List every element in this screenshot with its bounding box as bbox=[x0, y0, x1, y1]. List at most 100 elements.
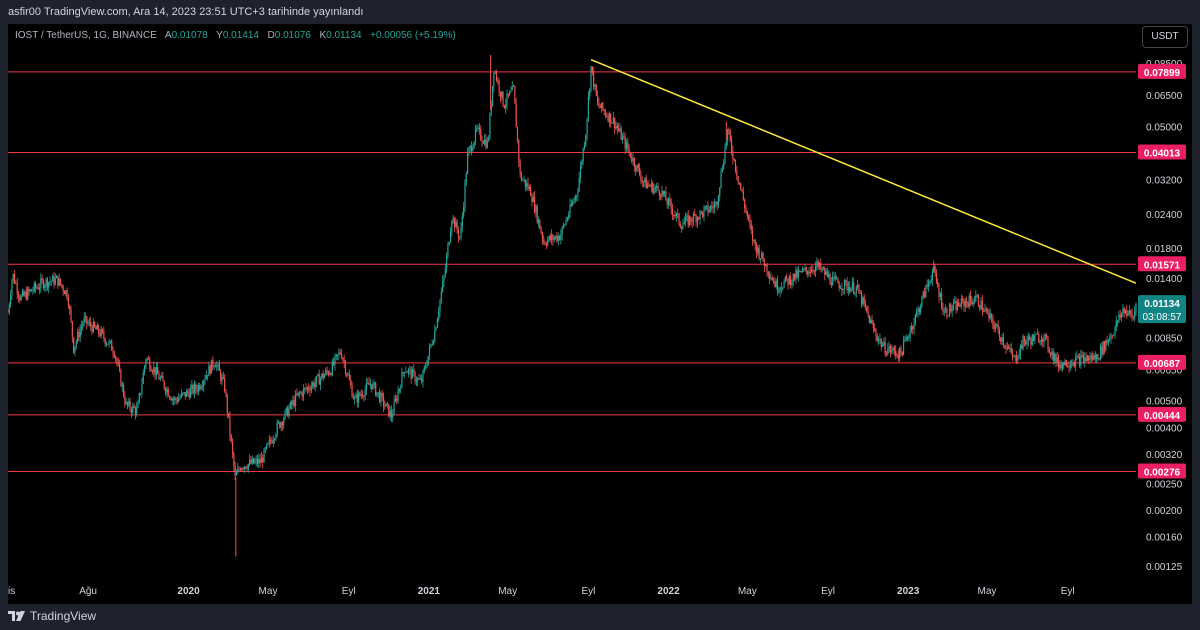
candle-body bbox=[944, 308, 947, 312]
candle-body bbox=[151, 371, 154, 373]
candle-body bbox=[1102, 341, 1104, 355]
candle-body bbox=[388, 404, 390, 417]
candle-body bbox=[914, 314, 916, 323]
candle-body bbox=[635, 166, 637, 171]
candle-body bbox=[780, 287, 783, 289]
candle-body bbox=[287, 407, 289, 417]
candle-body bbox=[938, 287, 940, 297]
candle-body bbox=[199, 385, 201, 390]
chart-frame[interactable]: 0.110000.085000.065000.050000.032000.024… bbox=[8, 24, 1192, 604]
candle-body bbox=[867, 311, 869, 315]
candle-body bbox=[189, 388, 192, 398]
candle-body bbox=[386, 403, 389, 405]
candle-body bbox=[435, 327, 437, 331]
candle-body bbox=[28, 288, 30, 292]
candle-body bbox=[338, 352, 340, 355]
candle-body bbox=[146, 358, 148, 360]
candle-body bbox=[34, 283, 37, 288]
candle-body bbox=[318, 374, 320, 385]
candle-body bbox=[317, 374, 319, 376]
candle-body bbox=[988, 311, 990, 319]
candle-body bbox=[438, 311, 440, 320]
candle-body bbox=[48, 282, 50, 288]
candle-body bbox=[313, 382, 315, 387]
time-tick-label: 2020 bbox=[177, 586, 200, 597]
candle-body bbox=[382, 396, 385, 407]
candle-body bbox=[241, 468, 243, 470]
candle-body bbox=[1128, 310, 1131, 314]
candle-body bbox=[851, 282, 853, 289]
time-tick-label: May bbox=[259, 586, 278, 597]
candle-body bbox=[670, 201, 672, 209]
candle-body bbox=[288, 408, 290, 417]
candle-body bbox=[155, 367, 157, 376]
candle-body bbox=[84, 316, 87, 318]
candle-body bbox=[354, 397, 356, 399]
candle-body bbox=[270, 439, 272, 442]
candle-body bbox=[126, 402, 129, 406]
candle-body bbox=[330, 373, 332, 376]
candle-body bbox=[168, 396, 171, 398]
candle-body bbox=[1032, 335, 1035, 342]
candle-body bbox=[1069, 364, 1071, 368]
candle-body bbox=[985, 309, 987, 311]
candle-body bbox=[979, 305, 981, 310]
candle-body bbox=[284, 410, 286, 419]
candle-body bbox=[184, 392, 186, 397]
candle-body bbox=[984, 309, 986, 312]
candle-body bbox=[954, 301, 956, 303]
candle-body bbox=[291, 402, 293, 405]
candle-body bbox=[937, 281, 939, 288]
candle-body bbox=[233, 453, 235, 467]
candle-body bbox=[280, 422, 282, 428]
candle-body bbox=[641, 180, 643, 182]
candle-body bbox=[1030, 339, 1032, 345]
tradingview-brand[interactable]: TradingView bbox=[8, 609, 96, 623]
candle-body bbox=[267, 442, 269, 445]
candle-body bbox=[758, 247, 760, 259]
candle-body bbox=[606, 115, 608, 117]
candle-body bbox=[757, 247, 759, 254]
candle-body bbox=[688, 216, 691, 225]
candle-body bbox=[952, 302, 955, 309]
candle-body bbox=[1107, 339, 1110, 343]
candle-body bbox=[65, 290, 67, 295]
candle-body bbox=[385, 403, 387, 407]
candle-body bbox=[786, 276, 788, 279]
candle-body bbox=[222, 377, 224, 379]
candle-body bbox=[572, 201, 574, 206]
candle-body bbox=[687, 215, 689, 225]
candle-body bbox=[182, 393, 184, 394]
currency-button[interactable]: USDT bbox=[1142, 26, 1188, 48]
candle-body bbox=[254, 461, 256, 464]
price-chart[interactable]: 0.110000.085000.065000.050000.032000.024… bbox=[8, 24, 1192, 604]
candle-body bbox=[491, 85, 494, 106]
candle-body bbox=[590, 66, 592, 89]
candle-body bbox=[264, 448, 266, 450]
candle-body bbox=[866, 306, 868, 312]
candle-body bbox=[319, 378, 322, 385]
time-tick-label: 2022 bbox=[657, 586, 680, 597]
candle-body bbox=[327, 372, 330, 375]
candle-body bbox=[292, 399, 294, 405]
candle-body bbox=[403, 372, 406, 374]
candle-body bbox=[230, 435, 232, 442]
candle-body bbox=[98, 325, 100, 334]
candle-body bbox=[109, 341, 112, 342]
candle-body bbox=[769, 274, 771, 279]
candle-body bbox=[347, 375, 349, 376]
candle-body bbox=[1068, 366, 1070, 368]
candle-body bbox=[1056, 357, 1058, 363]
candle-body bbox=[849, 287, 851, 293]
candle-body bbox=[667, 198, 670, 205]
candle-body bbox=[255, 459, 257, 462]
candle-body bbox=[480, 129, 482, 140]
candle-body bbox=[532, 197, 534, 202]
candle-body bbox=[99, 333, 101, 337]
candle-body bbox=[790, 276, 792, 285]
candle-body bbox=[15, 283, 17, 284]
candle-body bbox=[340, 353, 343, 358]
candle-body bbox=[406, 371, 408, 373]
level-label: 0.00276 bbox=[1144, 468, 1181, 479]
close-key: K bbox=[319, 30, 327, 41]
